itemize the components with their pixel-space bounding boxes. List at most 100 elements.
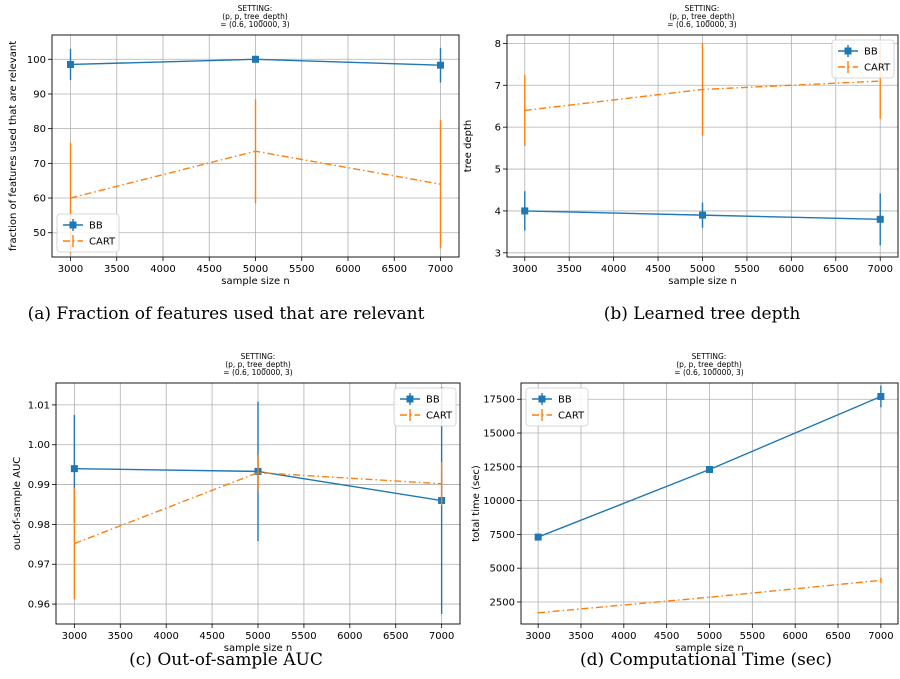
- y-tick-label: 1.00: [28, 440, 50, 451]
- data-point: [699, 211, 706, 219]
- plot-frame: [51, 34, 460, 258]
- legend-label-cart: CART: [89, 237, 116, 248]
- y-tick-label: 1.01: [28, 400, 50, 411]
- data-point: [252, 55, 259, 63]
- x-axis-label: sample size n: [668, 276, 736, 287]
- series-bb: [521, 191, 884, 246]
- y-tick-label: 0.96: [28, 600, 50, 611]
- figure-caption: (b) Learned tree depth: [604, 304, 801, 324]
- series-bb: [67, 47, 444, 83]
- x-tick-label: 6000: [335, 264, 360, 275]
- y-axis-label: total time (sec): [471, 465, 482, 542]
- chart-title-line: SETTING:: [692, 352, 727, 361]
- grid: [521, 383, 898, 624]
- chart-panel-c: SETTING:(p, p, tree_depth)= (0.6, 100000…: [12, 352, 461, 670]
- x-tick-label: 6500: [823, 264, 848, 275]
- plot-frame: [506, 34, 899, 258]
- y-axis-label: out-of-sample AUC: [12, 457, 23, 551]
- y-tick-label: 7500: [490, 530, 515, 541]
- chart-title-line: SETTING:: [685, 4, 720, 13]
- x-tick-label: 7000: [429, 631, 454, 642]
- x-axis-label: sample size n: [675, 643, 743, 654]
- y-tick-label: 70: [33, 159, 46, 170]
- y-tick-label: 5: [495, 165, 501, 176]
- chart-panel-d: SETTING:(p, p, tree_depth)= (0.6, 100000…: [471, 352, 899, 670]
- x-tick-label: 4000: [601, 264, 626, 275]
- x-tick-label: 4000: [150, 264, 175, 275]
- y-axis-label: tree depth: [463, 120, 474, 172]
- chart-title-line: = (0.6, 100000, 3): [220, 20, 289, 29]
- data-point: [67, 60, 74, 68]
- data-point: [706, 466, 713, 474]
- data-point: [876, 215, 884, 223]
- data-point: [70, 465, 78, 473]
- y-tick-label: 12500: [483, 462, 515, 473]
- x-axis-label: sample size n: [224, 643, 292, 654]
- x-tick-label: 5000: [243, 264, 268, 275]
- x-tick-label: 5500: [740, 631, 765, 642]
- legend: BB CART: [525, 387, 589, 427]
- series-cart: [537, 577, 882, 614]
- legend-label-cart: CART: [426, 411, 453, 422]
- chart-title-line: = (0.6, 100000, 3): [674, 368, 743, 377]
- chart-title-line: = (0.6, 100000, 3): [667, 20, 736, 29]
- y-tick-label: 100: [27, 55, 46, 66]
- x-tick-label: 3000: [62, 631, 87, 642]
- x-tick-label: 5000: [697, 631, 722, 642]
- chart-title-line: (p, p, tree_depth): [225, 360, 291, 369]
- y-axis-label: fraction of features used that are relev…: [8, 41, 19, 251]
- y-tick-label: 6: [495, 123, 501, 134]
- series-line-cart: [538, 579, 881, 614]
- chart-panel-b: SETTING:(p, p, tree_depth)= (0.6, 100000…: [463, 4, 899, 324]
- x-axis-label: sample size n: [221, 276, 289, 287]
- x-tick-label: 5500: [291, 631, 316, 642]
- legend-label-bb: BB: [558, 395, 572, 406]
- x-tick-label: 3000: [525, 631, 550, 642]
- x-tick-label: 3500: [556, 264, 581, 275]
- legend-marker: [844, 47, 852, 55]
- x-tick-label: 6000: [779, 264, 804, 275]
- data-point: [437, 61, 444, 69]
- y-tick-label: 2500: [490, 597, 515, 608]
- x-tick-label: 4500: [199, 631, 224, 642]
- x-tick-label: 4500: [654, 631, 679, 642]
- legend: BB CART: [56, 213, 120, 253]
- x-tick-label: 5500: [734, 264, 759, 275]
- x-tick-label: 3000: [512, 264, 537, 275]
- legend-label-bb: BB: [89, 221, 103, 232]
- y-tick-label: 90: [33, 89, 46, 100]
- x-tick-label: 6500: [382, 264, 407, 275]
- chart-panel-a: SETTING:(p, p, tree_depth)= (0.6, 100000…: [8, 4, 460, 324]
- x-tick-label: 6500: [825, 631, 850, 642]
- series-line-cart: [74, 471, 442, 545]
- figure-caption: (d) Computational Time (sec): [580, 650, 832, 670]
- legend-marker: [538, 395, 546, 403]
- y-tick-label: 60: [33, 194, 46, 205]
- x-tick-label: 6000: [337, 631, 362, 642]
- x-tick-label: 3500: [108, 631, 133, 642]
- figure-caption: (c) Out-of-sample AUC: [129, 650, 323, 670]
- y-tick-label: 0.98: [28, 520, 50, 531]
- legend-label-bb: BB: [864, 47, 878, 58]
- y-tick-label: 7: [495, 81, 501, 92]
- chart-title-line: (p, p, tree_depth): [669, 12, 735, 21]
- y-tick-label: 17500: [483, 395, 515, 406]
- x-tick-label: 7000: [868, 264, 893, 275]
- x-tick-label: 7000: [868, 631, 893, 642]
- x-tick-label: 5000: [245, 631, 270, 642]
- data-point: [877, 393, 885, 401]
- y-tick-label: 15000: [483, 429, 515, 440]
- x-tick-label: 6500: [383, 631, 408, 642]
- y-tick-label: 0.99: [28, 480, 50, 491]
- y-tick-label: 8: [495, 39, 501, 50]
- x-tick-label: 4000: [611, 631, 636, 642]
- x-tick-label: 7000: [428, 264, 453, 275]
- legend-label-cart: CART: [864, 63, 891, 74]
- x-tick-label: 3500: [568, 631, 593, 642]
- legend: BB CART: [393, 387, 457, 427]
- legend-marker: [406, 395, 414, 403]
- series-cart: [73, 454, 443, 600]
- y-tick-label: 10000: [483, 496, 515, 507]
- x-tick-label: 5500: [289, 264, 314, 275]
